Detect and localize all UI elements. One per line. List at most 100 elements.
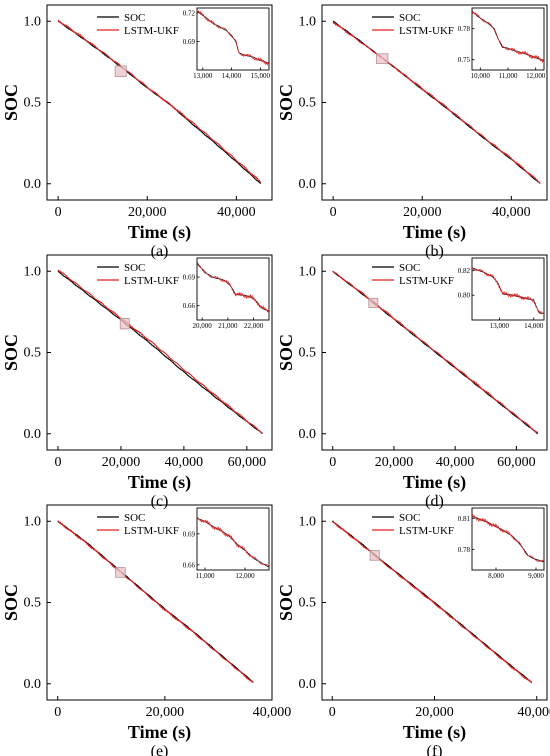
- inset-series-lstm-ukf: [196, 9, 270, 66]
- y-axis-label: SOC: [1, 334, 21, 371]
- panel-label: (e): [151, 743, 169, 756]
- inset-x-tick-label: 14,000: [222, 72, 242, 80]
- y-tick-label: 0.0: [24, 427, 42, 442]
- panel-label: (f): [427, 743, 443, 756]
- y-tick-label: 0.0: [24, 177, 42, 192]
- y-axis-label: SOC: [276, 584, 296, 621]
- legend-label-soc: SOC: [399, 512, 420, 524]
- inset-x-tick-label: 13,000: [490, 322, 510, 330]
- inset-plot: 8,000 9,000 0.78 0.81: [458, 507, 545, 580]
- inset-y-tick-label: 0.69: [183, 274, 196, 282]
- series-line-lstm-ukf: [57, 269, 263, 434]
- inset-y-tick-label: 0.69: [183, 530, 196, 538]
- inset-frame: [196, 257, 270, 321]
- x-axis-label: Time (s): [403, 222, 466, 243]
- inset-x-tick-label: 12,000: [235, 572, 255, 580]
- inset-plot: 20,000 21,000 22,000 0.66 0.69: [183, 257, 270, 330]
- legend-label-lstm-ukf: LSTM-UKF: [399, 25, 454, 37]
- inset-series-lstm-ukf: [471, 267, 545, 315]
- legend-label-lstm-ukf: LSTM-UKF: [124, 275, 179, 287]
- x-axis-label: Time (s): [128, 222, 191, 243]
- inset-plot: 11,000 12,000 0.66 0.69: [183, 507, 270, 580]
- zoom-marker: [375, 53, 389, 64]
- series-line-lstm-ukf: [57, 520, 254, 684]
- x-tick-label: 0: [329, 455, 336, 470]
- x-axis-label: Time (s): [128, 472, 191, 493]
- legend-label-lstm-ukf: LSTM-UKF: [399, 525, 454, 537]
- x-tick-label: 40,000: [436, 455, 475, 470]
- inset-series-lstm-ukf: [196, 263, 270, 314]
- x-tick-label: 0: [55, 205, 62, 220]
- x-tick-label: 0: [330, 205, 337, 220]
- panel-label: (d): [425, 493, 444, 510]
- x-tick-label: 20,000: [403, 205, 442, 220]
- series-line-lstm-ukf: [332, 21, 541, 184]
- y-tick-label: 1.0: [299, 264, 317, 279]
- inset-x-tick-label: 14,000: [524, 322, 544, 330]
- zoom-marker: [114, 65, 127, 77]
- x-tick-label: 20,000: [415, 705, 454, 720]
- inset-y-tick-label: 0.66: [183, 561, 196, 569]
- inset-y-tick-label: 0.78: [458, 546, 471, 554]
- inset-series-lstm-ukf: [471, 11, 545, 64]
- inset-y-tick-label: 0.72: [183, 9, 196, 17]
- inset-x-tick-label: 13,000: [193, 72, 213, 80]
- x-tick-label: 0: [55, 455, 62, 470]
- chart-panel-c: 0 20,000 40,000 60,000 0.0 0.5 1.0 Time (s) SOC (…: [1, 254, 273, 510]
- y-tick-label: 0.5: [299, 596, 317, 611]
- inset-series-lstm-ukf: [471, 513, 545, 562]
- series-line-soc: [57, 270, 263, 435]
- inset-series-soc: [471, 516, 545, 563]
- x-axis-label: Time (s): [403, 472, 466, 493]
- y-axis-label: SOC: [1, 84, 21, 121]
- zoom-marker: [115, 567, 126, 578]
- inset-x-tick-label: 11,000: [499, 72, 518, 80]
- x-tick-label: 0: [54, 705, 61, 720]
- panel-label: (a): [151, 243, 169, 260]
- x-tick-label: 40,000: [217, 205, 256, 220]
- y-axis-label: SOC: [1, 584, 21, 621]
- chart-panel-d: 0 20,000 40,000 60,000 0.0 0.5 1.0 Time (s) SOC (…: [276, 254, 548, 510]
- legend-label-soc: SOC: [124, 12, 145, 24]
- x-tick-label: 60,000: [228, 455, 267, 470]
- x-tick-label: 40,000: [165, 455, 204, 470]
- panel-label: (b): [425, 243, 444, 260]
- x-tick-label: 40,000: [492, 205, 531, 220]
- y-tick-label: 0.5: [24, 346, 42, 361]
- inset-frame: [471, 7, 545, 71]
- x-axis-label: Time (s): [403, 722, 466, 743]
- legend-label-lstm-ukf: LSTM-UKF: [399, 275, 454, 287]
- y-tick-label: 0.0: [299, 677, 317, 692]
- inset-x-tick-label: 12,000: [526, 72, 546, 80]
- inset-frame: [196, 7, 270, 71]
- legend-label-soc: SOC: [124, 262, 145, 274]
- inset-x-tick-label: 15,000: [251, 72, 271, 80]
- y-tick-label: 0.0: [299, 427, 317, 442]
- y-tick-label: 0.0: [24, 677, 42, 692]
- y-tick-label: 1.0: [24, 514, 42, 529]
- inset-x-tick-label: 20,000: [193, 322, 213, 330]
- inset-series-lstm-ukf: [196, 517, 270, 567]
- x-tick-label: 40,000: [253, 705, 292, 720]
- inset-plot: 10,000 11,000 12,000 0.75 0.78: [458, 7, 546, 80]
- x-tick-label: 20,000: [146, 705, 185, 720]
- x-axis-label: Time (s): [128, 722, 191, 743]
- inset-y-tick-label: 0.80: [458, 292, 471, 300]
- legend-label-soc: SOC: [124, 512, 145, 524]
- inset-x-tick-label: 9,000: [528, 572, 544, 580]
- inset-frame: [471, 257, 545, 321]
- y-axis-label: SOC: [276, 84, 296, 121]
- series-line-lstm-ukf: [57, 19, 261, 183]
- inset-y-tick-label: 0.66: [183, 302, 196, 310]
- inset-plot: 13,000 14,000 0.80 0.82: [458, 257, 545, 330]
- series-line-lstm-ukf: [332, 520, 533, 684]
- zoom-marker: [368, 298, 379, 308]
- legend-label-soc: SOC: [399, 262, 420, 274]
- inset-x-tick-label: 22,000: [244, 322, 264, 330]
- x-tick-label: 20,000: [375, 455, 414, 470]
- y-tick-label: 0.0: [299, 177, 317, 192]
- y-tick-label: 1.0: [299, 14, 317, 29]
